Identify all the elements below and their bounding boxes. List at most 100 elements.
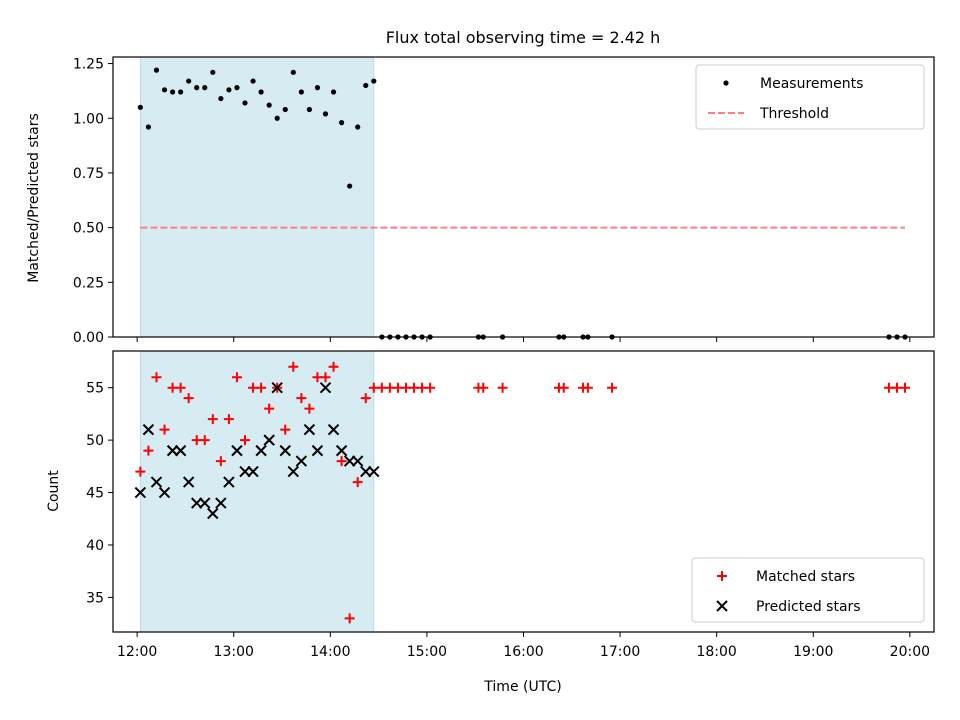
predicted-star-point xyxy=(311,444,324,457)
predicted-star-point xyxy=(199,497,211,509)
measurement-point xyxy=(137,104,143,110)
predicted-star-point xyxy=(263,434,275,446)
measurement-point xyxy=(234,85,240,91)
legend-marker xyxy=(723,80,729,86)
predicted-star-point xyxy=(368,465,380,478)
measurement-point xyxy=(371,78,377,84)
y-tick-label: 0.25 xyxy=(73,275,104,291)
legend-label: Threshold xyxy=(759,106,829,122)
matched-star-point xyxy=(159,424,170,435)
measurement-point xyxy=(258,89,264,95)
y-tick-label: 0.00 xyxy=(73,330,104,346)
predicted-star-point xyxy=(150,476,163,488)
x-tick-label: 18:00 xyxy=(696,644,736,660)
measurement-point xyxy=(202,85,208,91)
chart-title: Flux total observing time = 2.42 h xyxy=(386,28,661,47)
matched-star-point xyxy=(296,393,307,404)
predicted-star-point xyxy=(142,423,155,436)
measurement-point xyxy=(186,78,192,84)
matched-star-point xyxy=(900,382,911,393)
shaded-interval xyxy=(139,350,375,633)
matched-star-point xyxy=(352,477,363,488)
predicted-star-point xyxy=(182,476,195,488)
measurement-point xyxy=(338,120,345,126)
matched-star-point xyxy=(328,361,339,372)
x-tick-label: 12:00 xyxy=(117,644,157,660)
matched-star-point xyxy=(199,435,210,446)
legend-label: Matched stars xyxy=(756,569,855,585)
matched-star-point xyxy=(256,382,267,393)
measurement-point xyxy=(169,89,176,95)
matched-star-point xyxy=(360,393,371,404)
matched-star-point xyxy=(183,393,194,404)
measurement-point xyxy=(298,89,304,95)
predicted-star-point xyxy=(327,423,340,436)
predicted-star-point xyxy=(134,486,147,499)
measurement-point xyxy=(322,111,329,117)
predicted-star-point xyxy=(319,381,332,394)
top-y-axis-label: Matched/Predicted stars xyxy=(26,113,42,283)
matched-star-point xyxy=(304,403,315,414)
matched-star-point xyxy=(425,382,436,393)
matched-star-point xyxy=(344,613,355,624)
data-marks xyxy=(134,361,911,624)
matched-star-point xyxy=(240,435,251,446)
y-tick-label: 0.50 xyxy=(73,221,104,237)
predicted-star-point xyxy=(271,381,283,394)
matched-star-point xyxy=(143,445,154,456)
y-tick-label: 45 xyxy=(86,486,104,502)
matched-star-point xyxy=(175,382,186,393)
predicted-star-point xyxy=(255,444,267,457)
matched-star-point xyxy=(336,456,347,467)
measurement-point xyxy=(153,67,160,73)
measurement-point xyxy=(266,102,272,108)
matched-star-point xyxy=(135,466,146,477)
predicted-star-point xyxy=(247,465,259,478)
matched-star-point xyxy=(607,382,618,393)
matched-star-point xyxy=(478,382,489,393)
measurement-point xyxy=(178,89,184,95)
measurement-point xyxy=(314,85,321,91)
predicted-star-point xyxy=(158,486,171,499)
matched-star-point xyxy=(207,414,218,425)
matched-star-point xyxy=(264,403,275,414)
y-tick-label: 55 xyxy=(86,381,104,397)
predicted-star-point xyxy=(279,444,291,457)
measurement-point xyxy=(226,87,232,93)
x-tick-label: 20:00 xyxy=(890,644,930,660)
measurement-point xyxy=(242,100,248,106)
x-tick-label: 14:00 xyxy=(310,644,350,660)
x-tick-label: 19:00 xyxy=(793,644,833,660)
measurement-point xyxy=(282,106,288,113)
shaded-interval xyxy=(139,56,375,338)
measurement-point xyxy=(250,78,256,84)
x-tick-label: 15:00 xyxy=(407,644,447,660)
measurement-point xyxy=(194,85,200,91)
matched-star-point xyxy=(280,424,291,435)
predicted-star-point xyxy=(223,476,235,488)
legend-marker xyxy=(716,600,728,612)
y-tick-label: 1.00 xyxy=(73,111,104,127)
measurement-point xyxy=(363,82,369,89)
legend: Measurements Threshold xyxy=(695,64,925,130)
predicted-star-point xyxy=(335,444,348,457)
y-tick-label: 35 xyxy=(86,590,104,606)
legend-label: Measurements xyxy=(760,76,863,92)
measurement-point xyxy=(347,183,353,189)
legend-box xyxy=(695,64,925,130)
measurement-point xyxy=(145,124,152,130)
y-tick-label: 0.75 xyxy=(73,166,104,182)
legend-label: Predicted stars xyxy=(756,599,861,615)
legend: Matched stars Predicted stars xyxy=(691,557,925,623)
predicted-star-point xyxy=(351,455,364,467)
predicted-star-point xyxy=(174,444,187,457)
matched-star-point xyxy=(288,361,299,372)
predicted-star-point xyxy=(215,497,227,509)
predicted-star-point xyxy=(231,444,243,457)
matched-star-point xyxy=(215,456,226,467)
x-tick-label: 17:00 xyxy=(600,644,640,660)
bottom-y-axis-label: Count xyxy=(46,470,62,512)
x-tick-label: 16:00 xyxy=(503,644,543,660)
measurement-point xyxy=(355,124,361,130)
